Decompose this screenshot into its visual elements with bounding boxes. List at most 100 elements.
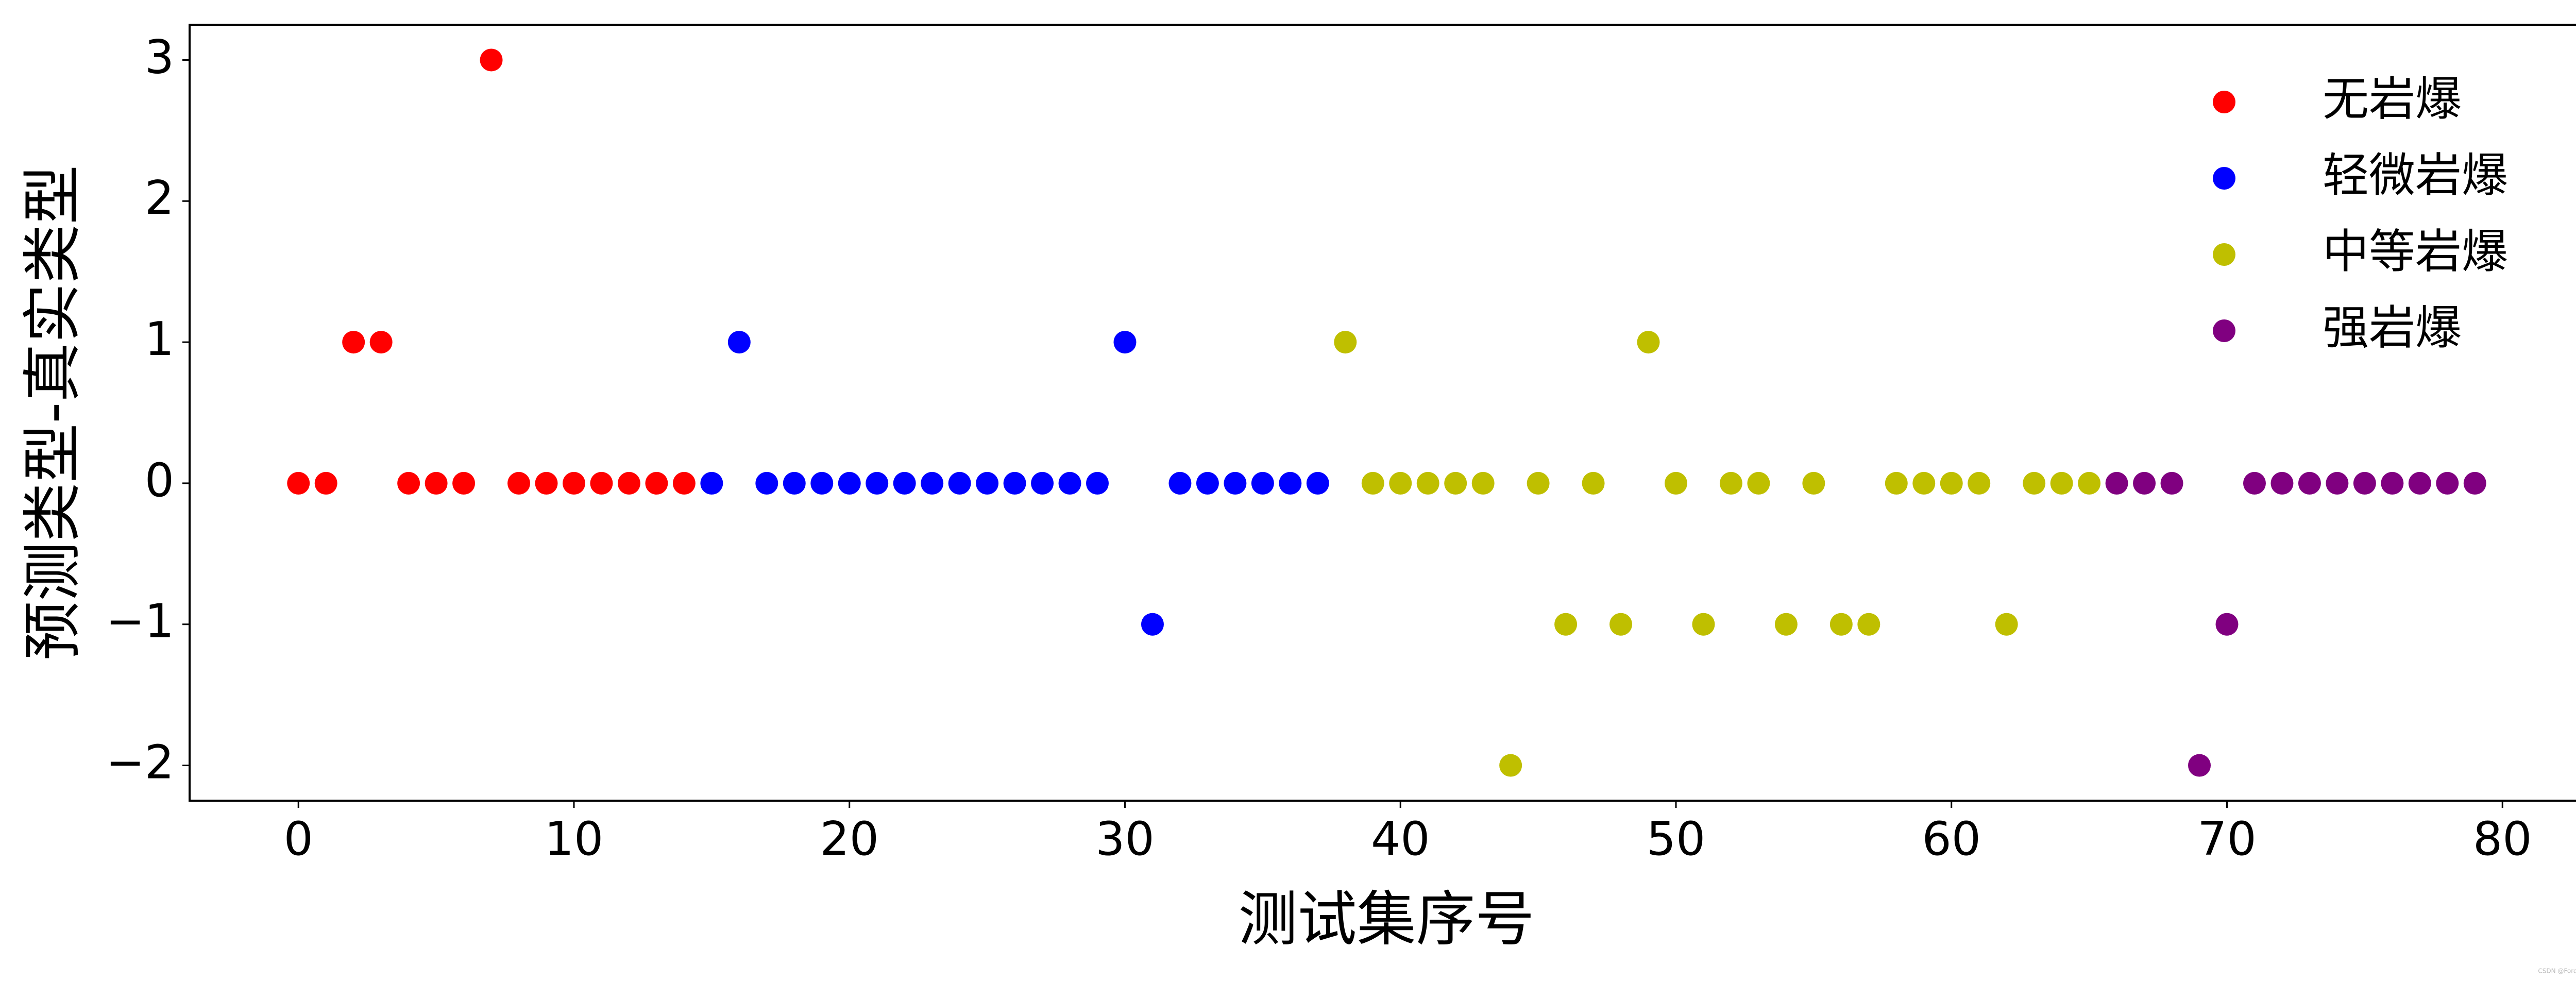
- legend-label: 中等岩爆: [2323, 225, 2508, 279]
- point: [1113, 331, 1137, 354]
- point: [535, 471, 558, 495]
- x-tick-label: 50: [1647, 812, 1706, 866]
- point: [452, 471, 476, 495]
- y-tick-label: 2: [145, 171, 174, 225]
- point: [397, 471, 420, 495]
- point: [590, 471, 613, 495]
- point: [425, 471, 448, 495]
- point: [1141, 613, 1164, 636]
- x-tick-label: 70: [2197, 812, 2257, 866]
- point: [1802, 471, 1825, 495]
- point: [1196, 471, 1219, 495]
- x-tick-label: 30: [1095, 812, 1155, 866]
- point: [1609, 613, 1633, 636]
- x-tick-label: 60: [1922, 812, 1981, 866]
- point: [1306, 471, 1329, 495]
- legend-marker: [2213, 167, 2235, 190]
- legend-marker: [2213, 319, 2235, 342]
- x-tick-label: 40: [1371, 812, 1430, 866]
- point: [2023, 471, 2046, 495]
- point: [1829, 613, 1853, 636]
- x-axis-label: 测试集序号: [1238, 885, 1534, 954]
- point: [2133, 471, 2156, 495]
- point: [672, 471, 696, 495]
- point: [1224, 471, 1247, 495]
- point: [369, 331, 393, 354]
- y-tick-label: −1: [106, 595, 174, 649]
- point: [2436, 471, 2459, 495]
- point: [1664, 471, 1687, 495]
- point: [1857, 613, 1880, 636]
- point: [1168, 471, 1192, 495]
- point: [2188, 754, 2211, 777]
- y-tick-label: 0: [145, 453, 174, 508]
- point: [562, 471, 585, 495]
- point: [2215, 613, 2239, 636]
- legend-marker: [2213, 91, 2235, 113]
- x-tick-label: 10: [545, 812, 604, 866]
- y-tick-label: −2: [106, 735, 174, 789]
- point: [314, 471, 337, 495]
- point: [1389, 471, 1412, 495]
- point: [921, 471, 944, 495]
- point: [2381, 471, 2404, 495]
- point: [617, 471, 640, 495]
- point: [1361, 471, 1384, 495]
- point: [1940, 471, 1963, 495]
- point: [783, 471, 806, 495]
- point: [838, 471, 861, 495]
- point: [1692, 613, 1715, 636]
- point: [645, 471, 668, 495]
- point: [2408, 471, 2431, 495]
- point: [2160, 471, 2183, 495]
- legend-marker: [2213, 243, 2235, 266]
- point: [1334, 331, 1357, 354]
- point: [2078, 471, 2101, 495]
- point: [727, 331, 751, 354]
- point: [976, 471, 999, 495]
- point: [2243, 471, 2266, 495]
- point: [1719, 471, 1742, 495]
- point: [1086, 471, 1109, 495]
- x-tick-label: 20: [820, 812, 879, 866]
- point: [1995, 613, 2018, 636]
- point: [700, 471, 723, 495]
- point: [2353, 471, 2376, 495]
- point: [2050, 471, 2073, 495]
- point: [1471, 471, 1495, 495]
- plot-frame: [189, 24, 2576, 802]
- legend-label: 无岩爆: [2323, 72, 2462, 126]
- point: [1747, 471, 1770, 495]
- point: [1912, 471, 1936, 495]
- point: [342, 331, 365, 354]
- x-tick-label: 0: [284, 812, 313, 866]
- y-tick-label: 3: [145, 30, 174, 84]
- point: [1003, 471, 1026, 495]
- point: [1885, 471, 1908, 495]
- point: [1251, 471, 1274, 495]
- point: [1554, 613, 1578, 636]
- point: [2270, 471, 2294, 495]
- y-tick-label: 1: [145, 312, 174, 366]
- point: [866, 471, 889, 495]
- point: [1279, 471, 1302, 495]
- point: [1637, 331, 1660, 354]
- x-tick-label: 80: [2473, 812, 2532, 866]
- point: [2105, 471, 2128, 495]
- legend-label: 强岩爆: [2323, 301, 2462, 355]
- point: [948, 471, 971, 495]
- point: [810, 471, 834, 495]
- point: [1582, 471, 1605, 495]
- point: [1527, 471, 1550, 495]
- point: [1058, 471, 1081, 495]
- point: [1031, 471, 1054, 495]
- point: [287, 471, 310, 495]
- point: [2298, 471, 2321, 495]
- point: [1499, 754, 1522, 777]
- y-axis-label: 预测类型-真实类型: [19, 165, 88, 661]
- legend-label: 轻微岩爆: [2323, 148, 2508, 202]
- point: [507, 471, 531, 495]
- point: [1416, 471, 1439, 495]
- point: [480, 48, 503, 72]
